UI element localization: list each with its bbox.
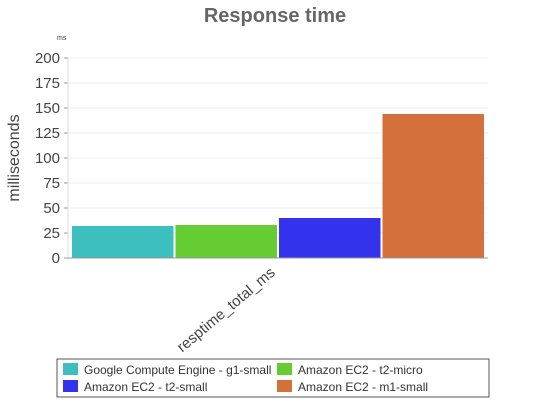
y-tick-label: 175 (35, 75, 60, 92)
y-tick-label: 50 (43, 200, 60, 217)
y-tick-label: 125 (35, 125, 60, 142)
legend-swatch (277, 380, 292, 392)
bar (382, 114, 484, 258)
legend-label: Amazon EC2 - t2-small (84, 380, 207, 394)
bar (72, 226, 174, 258)
legend: Google Compute Engine - g1-small Amazon E… (56, 358, 490, 398)
legend-swatch (277, 363, 292, 375)
y-tick-label: 0 (52, 250, 60, 267)
y-axis-ticks: 0 25 50 75 100 125 150 175 200 (35, 50, 69, 267)
bar (279, 218, 381, 258)
legend-label: Amazon EC2 - t2-micro (298, 363, 423, 377)
bar (175, 225, 277, 258)
legend-label: Google Compute Engine - g1-small (84, 363, 271, 377)
y-tick-label: 25 (43, 225, 60, 242)
x-axis-ticks: resptime_total_ms (68, 257, 488, 356)
y-tick-label: 200 (35, 50, 60, 67)
chart-title: Response time (204, 5, 346, 27)
legend-swatch (63, 363, 78, 375)
legend-label: Amazon EC2 - m1-small (298, 380, 428, 394)
x-tick-label: resptime_total_ms (174, 264, 279, 356)
bar-group (72, 114, 484, 258)
y-tick-label: 100 (35, 150, 60, 167)
y-tick-label: 75 (43, 175, 60, 192)
legend-swatch (63, 380, 78, 392)
y-axis-label: milliseconds (6, 114, 23, 201)
legend-box (56, 358, 490, 398)
unit-note: ms (57, 35, 67, 42)
y-tick-label: 150 (35, 100, 60, 117)
